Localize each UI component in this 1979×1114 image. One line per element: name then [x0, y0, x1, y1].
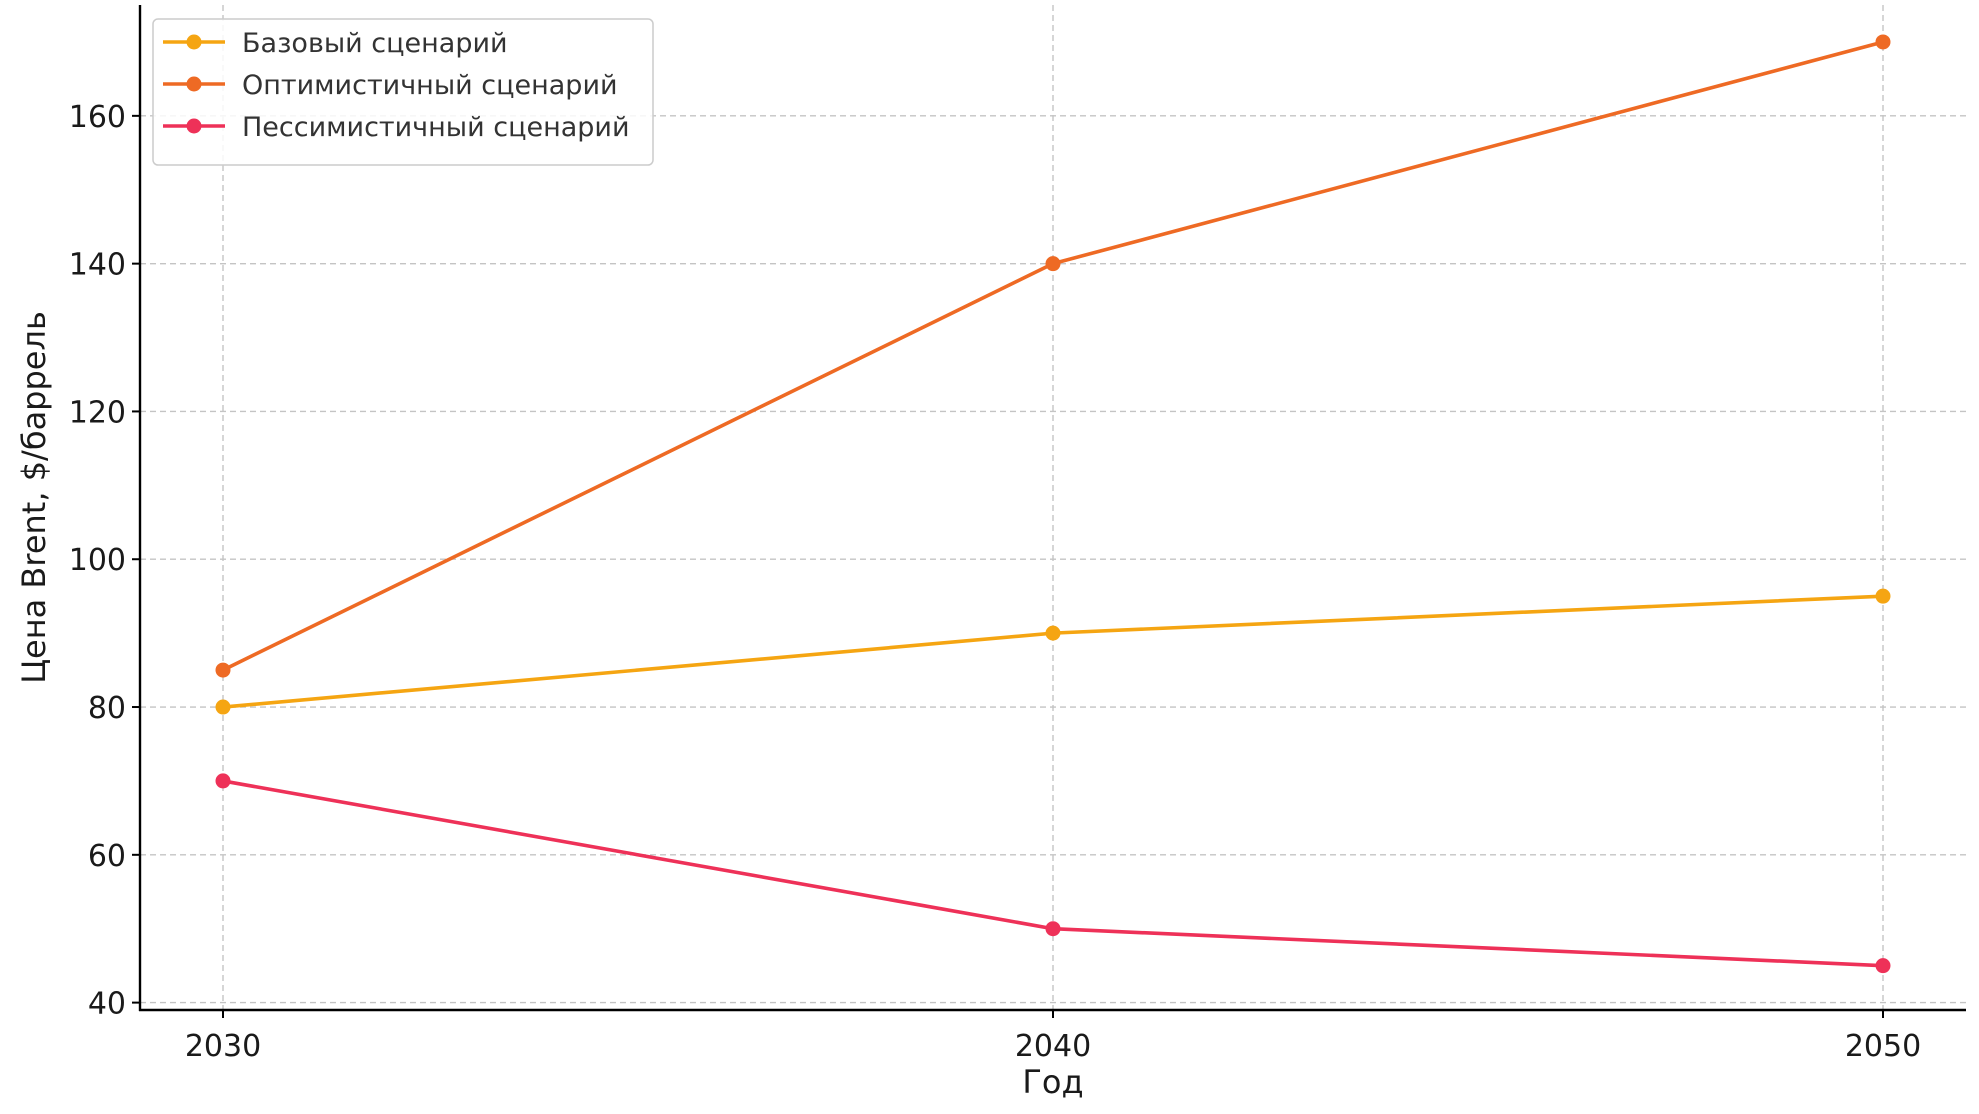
y-tick-label: 100 — [69, 543, 126, 578]
legend-label: Оптимистичный сценарий — [242, 70, 618, 101]
legend-label: Пессимистичный сценарий — [242, 112, 630, 143]
legend-marker-swatch — [186, 118, 202, 134]
data-point — [1045, 625, 1061, 641]
legend-items: Базовый сценарий Оптимистичный сценарий Пе… — [163, 28, 630, 143]
y-axis-title: Цена Brent, $/баррель — [15, 311, 53, 684]
data-point — [1045, 256, 1061, 272]
legend-box — [152, 18, 654, 166]
series-1 — [215, 588, 1891, 715]
legend: Базовый сценарий Оптимистичный сценарий Пе… — [152, 18, 654, 166]
legend-item: Пессимистичный сценарий — [163, 112, 630, 143]
legend-marker-swatch — [186, 76, 202, 92]
x-tick-label: 2050 — [1845, 1029, 1921, 1064]
data-point — [215, 699, 231, 715]
legend-label: Базовый сценарий — [242, 28, 508, 59]
y-tick-label: 140 — [69, 248, 126, 283]
x-axis-title: Год — [1022, 1063, 1083, 1101]
y-tick-label: 160 — [69, 100, 126, 135]
series-2 — [215, 34, 1891, 678]
x-tick-label: 2030 — [185, 1029, 261, 1064]
legend-item: Базовый сценарий — [163, 28, 508, 59]
data-point — [1045, 921, 1061, 937]
series-3 — [215, 773, 1891, 974]
y-tick-label: 60 — [88, 839, 126, 874]
y-tick-label: 120 — [69, 395, 126, 430]
legend-marker-swatch — [186, 34, 202, 50]
data-point — [1875, 958, 1891, 974]
legend-item: Оптимистичный сценарий — [163, 70, 618, 101]
data-point — [1875, 34, 1891, 50]
tick-labels: 40 60 80 100 120 140 160 2030 2040 2050 — [69, 100, 1921, 1064]
data-point — [215, 773, 231, 789]
y-tick-label: 80 — [88, 691, 126, 726]
axes — [132, 5, 1966, 1018]
data-point — [1875, 588, 1891, 604]
data-point — [215, 662, 231, 678]
x-tick-label: 2040 — [1015, 1029, 1091, 1064]
y-tick-label: 40 — [88, 987, 126, 1022]
series-layer — [215, 34, 1891, 974]
